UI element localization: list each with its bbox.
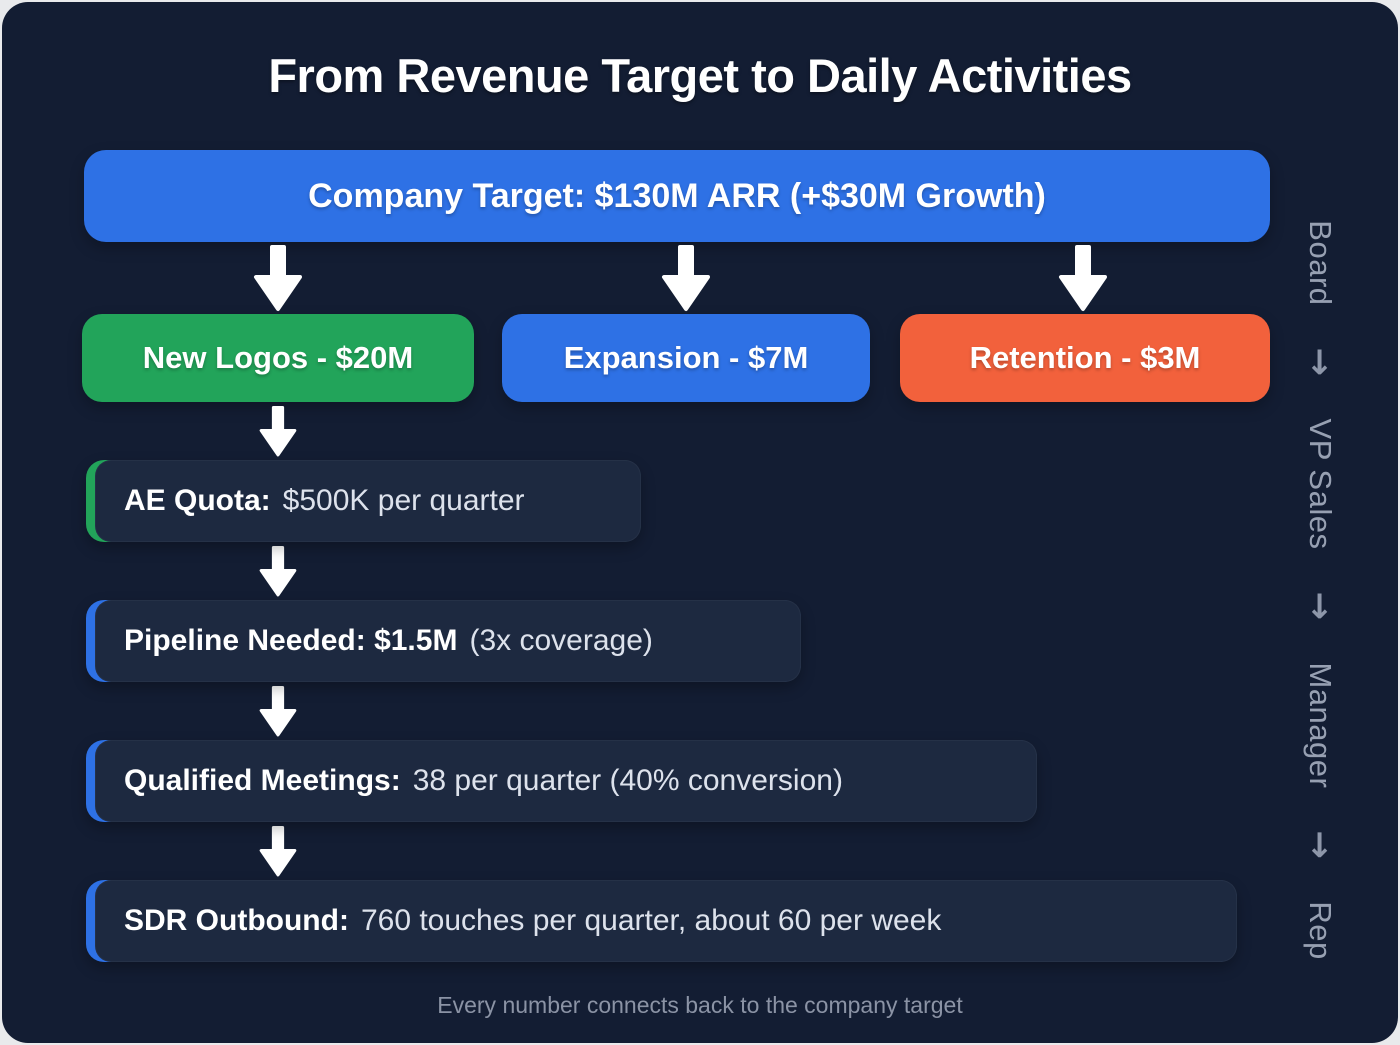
card-content: Pipeline Needed: $1.5M (3x coverage) <box>95 600 801 682</box>
card-value: (3x coverage) <box>469 624 653 657</box>
down-arrow-icon <box>658 245 714 313</box>
rail-level-rep: Rep <box>1303 901 1338 960</box>
card-sdr-outbound: SDR Outbound: 760 touches per quarter, a… <box>86 880 1237 962</box>
rail-down-arrow-icon: → <box>1300 830 1340 860</box>
rail-level-manager: Manager <box>1303 662 1338 789</box>
segment-expansion: Expansion - $7M <box>502 314 870 402</box>
company-target-label: Company Target: $130M ARR (+$30M Growth) <box>308 176 1046 215</box>
card-label: Pipeline Needed: $1.5M <box>124 624 458 657</box>
card-label: AE Quota: <box>124 484 271 517</box>
down-arrow-icon <box>1055 245 1111 313</box>
rail-level-board: Board <box>1303 220 1338 306</box>
rail-down-arrow-icon: → <box>1300 591 1340 621</box>
card-label: Qualified Meetings: <box>124 764 401 797</box>
card-label: SDR Outbound: <box>124 904 349 937</box>
segment-new-logos: New Logos - $20M <box>82 314 474 402</box>
card-value: $500K per quarter <box>282 484 525 517</box>
segment-label: Expansion - $7M <box>563 340 809 375</box>
card-ae-quota: AE Quota: $500K per quarter <box>86 460 641 542</box>
card-qualified-meetings: Qualified Meetings: 38 per quarter (40% … <box>86 740 1037 822</box>
down-arrow-icon <box>252 546 304 598</box>
footer-note: Every number connects back to the compan… <box>437 992 963 1018</box>
card-content: Qualified Meetings: 38 per quarter (40% … <box>95 740 1037 822</box>
rail-down-arrow-icon: → <box>1300 347 1340 377</box>
card-value: 760 touches per quarter, about 60 per we… <box>360 904 942 937</box>
card-content: AE Quota: $500K per quarter <box>95 460 641 542</box>
rail-level-vp-sales: VP Sales <box>1303 418 1338 550</box>
card-content: SDR Outbound: 760 touches per quarter, a… <box>95 880 1237 962</box>
segment-label: Retention - $3M <box>969 340 1201 375</box>
down-arrow-icon <box>252 826 304 878</box>
card-pipeline-needed: Pipeline Needed: $1.5M (3x coverage) <box>86 600 801 682</box>
company-target-box: Company Target: $130M ARR (+$30M Growth) <box>84 150 1270 242</box>
down-arrow-icon <box>252 686 304 738</box>
down-arrow-icon <box>252 406 304 458</box>
segment-retention: Retention - $3M <box>900 314 1270 402</box>
down-arrow-icon <box>250 245 306 313</box>
page-title: From Revenue Target to Daily Activities <box>268 49 1132 102</box>
org-level-rail: Board → VP Sales → Manager → Rep <box>1300 220 1340 959</box>
segment-label: New Logos - $20M <box>142 340 414 375</box>
card-value: 38 per quarter (40% conversion) <box>412 764 843 797</box>
